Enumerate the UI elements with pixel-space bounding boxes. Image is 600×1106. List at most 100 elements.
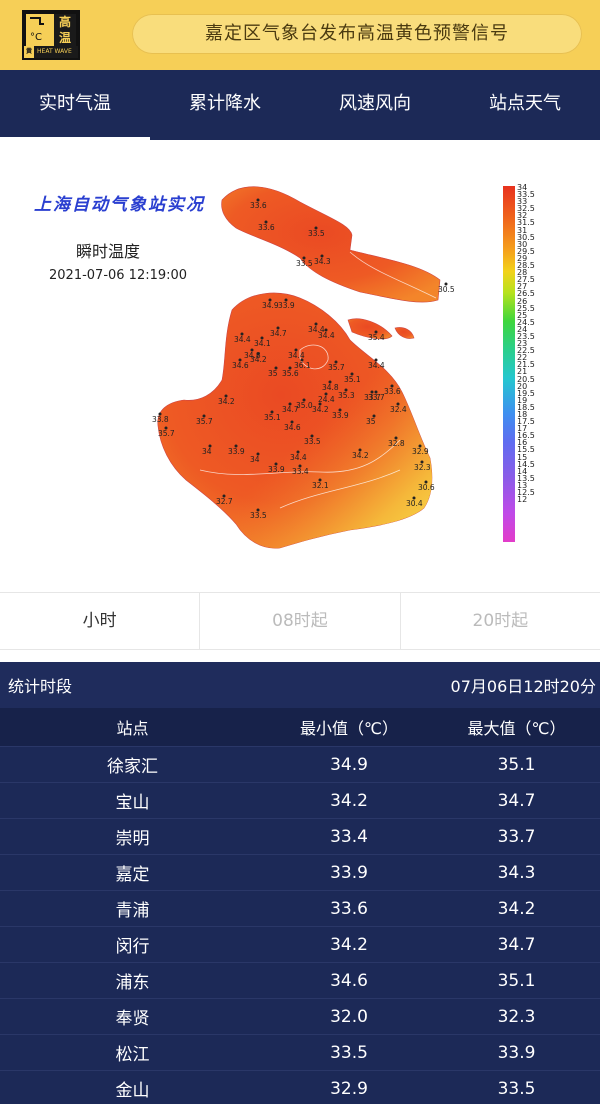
colorbar-tick-label: 27 — [517, 282, 528, 292]
table-row: 青浦 33.6 34.2 — [0, 890, 600, 926]
thermometer-icon: °C — [26, 14, 52, 46]
station-value: 35.1 — [344, 375, 361, 384]
station-dot — [224, 394, 228, 398]
station-value: 33.7 — [368, 393, 385, 402]
station-dot — [374, 330, 378, 334]
station-dot — [284, 298, 288, 302]
station-name: 松江 — [115, 1045, 150, 1065]
station-dot — [396, 402, 400, 406]
svg-text:°C: °C — [30, 32, 42, 43]
temperature-map: 上海自动气象站实况 瞬时温度 2021-07-06 12:19:00 — [0, 140, 600, 592]
station-name: 闵行 — [115, 937, 150, 957]
min-value: 32.9 — [330, 1078, 368, 1099]
max-value: 33.7 — [497, 826, 536, 847]
station-dot — [338, 408, 342, 412]
station-name: 金山 — [115, 1081, 150, 1101]
changxing-island — [347, 318, 393, 340]
period-from-20[interactable]: 20时起 — [399, 593, 600, 649]
station-value: 30.5 — [438, 285, 455, 294]
colorbar-tick-label: 25 — [517, 310, 528, 320]
tab-realtime-temperature[interactable]: 实时气温 — [0, 70, 150, 140]
max-value: 34.2 — [497, 898, 536, 919]
max-value: 32.3 — [497, 1006, 536, 1027]
station-dot — [298, 464, 302, 468]
station-dot — [238, 358, 242, 362]
colorbar-tick-label: 26 — [517, 296, 528, 306]
station-value: 36.1 — [294, 361, 311, 370]
station-dot — [444, 282, 448, 286]
station-name: 宝山 — [115, 793, 150, 813]
station-name: 嘉定 — [115, 865, 150, 885]
table-row: 金山 32.9 33.5 — [0, 1070, 600, 1106]
station-value: 30.6 — [418, 483, 435, 492]
station-value: 33.9 — [332, 411, 349, 420]
colorbar-tick-label: 14 — [517, 466, 528, 476]
max-value: 35.1 — [497, 754, 536, 775]
stats-period-time: 07月06日12时20分 — [450, 677, 596, 696]
min-value: 33.5 — [330, 1042, 368, 1063]
station-value: 32.7 — [216, 497, 233, 506]
station-dot — [318, 478, 322, 482]
station-value: 34.6 — [284, 423, 301, 432]
station-value: 33.4 — [292, 467, 309, 476]
station-value: 34.1 — [254, 339, 271, 348]
station-dot — [358, 448, 362, 452]
station-name: 浦东 — [115, 973, 150, 993]
period-hour[interactable]: 小时 — [82, 611, 117, 631]
colorbar-tick-label: 17 — [517, 424, 528, 434]
station-value: 33.9 — [268, 465, 285, 474]
max-value: 35.1 — [497, 970, 536, 991]
table-row: 松江 33.5 33.9 — [0, 1034, 600, 1070]
colorbar-tick-label: 24.5 — [517, 317, 535, 327]
station-name: 徐家汇 — [107, 757, 158, 777]
station-dot — [350, 372, 354, 376]
station-dot — [314, 226, 318, 230]
station-dot — [296, 450, 300, 454]
station-value: 32.3 — [414, 463, 431, 472]
heat-warning-caption: 黄 HEAT WAVE — [24, 46, 78, 58]
station-value: 35.3 — [338, 391, 355, 400]
station-value: 34.4 — [290, 453, 307, 462]
chongming-island — [221, 186, 441, 303]
hengsha-island — [394, 327, 415, 339]
station-value: 35.7 — [328, 363, 345, 372]
col-max: 最大值（℃） — [467, 719, 566, 738]
heat-warning-icon: °C 高温 黄 HEAT WAVE — [22, 10, 80, 60]
colorbar-tick-label: 24 — [517, 324, 528, 334]
stats-period-label: 统计时段 — [8, 677, 73, 696]
min-value: 33.4 — [330, 826, 368, 847]
station-dot — [158, 412, 162, 416]
warning-title[interactable]: 嘉定区气象台发布高温黄色预警信号 — [132, 14, 582, 54]
station-value: 35 — [268, 369, 278, 378]
station-value: 33.6 — [250, 201, 267, 210]
station-dot — [374, 390, 378, 394]
tab-wind[interactable]: 风速风向 — [339, 93, 411, 114]
station-value: 34.2 — [250, 355, 267, 364]
station-dot — [318, 402, 322, 406]
colorbar-tick-label: 19 — [517, 395, 528, 405]
colorbar-tick-label: 16 — [517, 438, 528, 448]
station-dot — [302, 398, 306, 402]
colorbar-tick-label: 32.5 — [517, 204, 535, 214]
max-value: 33.5 — [497, 1078, 536, 1099]
station-name: 崇明 — [115, 829, 150, 849]
max-value: 34.7 — [497, 790, 536, 811]
station-dot — [274, 462, 278, 466]
period-from-08[interactable]: 08时起 — [199, 593, 399, 649]
station-name: 奉贤 — [115, 1009, 150, 1029]
colorbar-tick-label: 31 — [517, 225, 528, 235]
map-subtitle: 瞬时温度 — [76, 242, 141, 261]
station-value: 34 — [250, 455, 260, 464]
station-dot — [424, 480, 428, 484]
station-dot — [324, 392, 328, 396]
min-value: 34.2 — [330, 934, 368, 955]
tab-accumulated-precipitation[interactable]: 累计降水 — [189, 93, 261, 114]
station-value: 35.1 — [264, 413, 281, 422]
heat-warning-label: 高温 — [54, 14, 76, 48]
station-dot — [394, 436, 398, 440]
station-value: 24.4 — [318, 395, 335, 404]
tab-station-weather[interactable]: 站点天气 — [489, 93, 561, 114]
table-row: 闵行 34.2 34.7 — [0, 926, 600, 962]
station-dot — [202, 414, 206, 418]
station-value: 34.4 — [368, 361, 385, 370]
